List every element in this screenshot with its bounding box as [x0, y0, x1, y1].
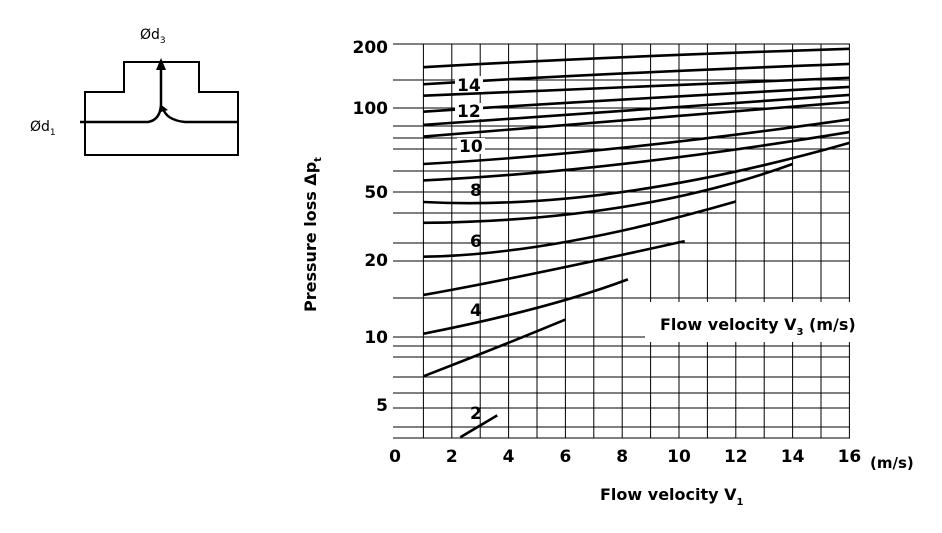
series-line [423, 141, 850, 205]
y-tick-label: 10 [364, 328, 388, 348]
legend-label: Flow velocity V3 (m/s) [660, 315, 856, 338]
curve-label: 12 [457, 102, 481, 122]
x-tick-label: 8 [616, 447, 628, 467]
curve-label: 8 [470, 181, 482, 201]
series-line [423, 239, 685, 297]
y-tick-label: 200 [353, 38, 389, 58]
legend-box [645, 302, 850, 342]
y-tick-labels: 200 100 50 20 10 5 [353, 38, 389, 416]
arrow-icon [160, 104, 168, 112]
curve-label: 6 [470, 232, 482, 252]
x-axis-label: Flow velocity V1 [600, 485, 744, 508]
series-line [423, 278, 629, 335]
series-line [423, 76, 850, 97]
curve-label: 10 [459, 137, 483, 157]
y-tick-label: 100 [353, 99, 389, 119]
x-tick-labels: 0 2 4 6 8 10 12 14 16 [389, 447, 861, 467]
series-line [423, 47, 850, 69]
x-unit-label: (m/s) [870, 454, 914, 472]
x-tick-label: 6 [559, 447, 571, 467]
series-line [423, 162, 794, 225]
x-tick-label: 4 [503, 447, 515, 467]
arrow-up-icon [156, 58, 166, 70]
series-line [423, 93, 850, 127]
y-tick-label: 20 [364, 251, 388, 271]
series-line [459, 414, 498, 439]
series-line [422, 318, 566, 378]
curve-label: 14 [457, 76, 481, 96]
y-tick-label: 50 [364, 183, 388, 203]
curve-labels: 14 12 10 8 6 4 2 [455, 76, 485, 424]
curve-label: 2 [470, 404, 482, 424]
branch-diameter-label: Ød [140, 27, 160, 43]
series-line [423, 130, 850, 182]
svg-text:Ød1: Ød1 [30, 119, 56, 138]
y-tick-label: 5 [376, 396, 388, 416]
series-line [423, 100, 850, 138]
series-line [423, 118, 850, 166]
x-tick-label: 16 [838, 447, 862, 467]
x-tick-label: 2 [446, 447, 458, 467]
x-tick-label: 0 [389, 447, 401, 467]
tee-fitting-diagram: Ød1 Ød3 [30, 27, 239, 156]
svg-text:Ød3: Ød3 [140, 27, 166, 46]
curves [422, 47, 850, 439]
series-line [423, 200, 737, 259]
x-tick-label: 14 [781, 447, 805, 467]
inlet-diameter-label: Ød [30, 119, 50, 135]
y-axis-label: Pressure loss Δpt [301, 157, 324, 312]
x-tick-label: 10 [667, 447, 691, 467]
x-tick-label: 12 [724, 447, 748, 467]
curve-label: 4 [470, 301, 482, 321]
